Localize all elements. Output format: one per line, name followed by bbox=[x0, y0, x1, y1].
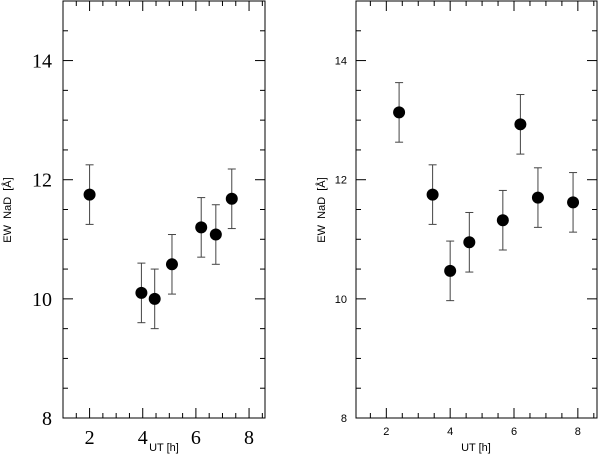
data-point bbox=[426, 188, 439, 201]
x-tick-label: 8 bbox=[244, 427, 254, 449]
x-axis-label: UT [h] bbox=[149, 442, 179, 454]
x-tick-label: 6 bbox=[511, 426, 517, 438]
data-point bbox=[496, 214, 509, 227]
data-point bbox=[135, 286, 148, 299]
x-axis-label: UT [h] bbox=[461, 442, 491, 454]
y-tick-label: 12 bbox=[32, 170, 52, 192]
x-tick-label: 4 bbox=[138, 427, 148, 449]
x-tick-label: 2 bbox=[383, 426, 389, 438]
y-tick-label: 10 bbox=[32, 289, 52, 311]
data-point bbox=[567, 196, 580, 209]
data-point bbox=[83, 188, 96, 201]
data-point bbox=[209, 228, 222, 241]
data-point bbox=[531, 191, 544, 204]
y-tick-label: 10 bbox=[335, 294, 347, 306]
y-tick-label: 8 bbox=[42, 408, 52, 430]
data-point bbox=[195, 221, 208, 234]
data-point bbox=[463, 236, 476, 249]
data-point bbox=[514, 118, 527, 131]
y-tick-label: 14 bbox=[32, 51, 52, 73]
data-point bbox=[148, 292, 161, 305]
y-tick-label: 8 bbox=[341, 413, 347, 425]
x-tick-label: 8 bbox=[575, 426, 581, 438]
plot-frame bbox=[355, 0, 598, 419]
y-tick-label: 12 bbox=[335, 175, 347, 187]
right-panel: 2 4 6 8 8 10 12 14 UT [h] EW NaD [Å] bbox=[315, 0, 598, 454]
data-point bbox=[444, 264, 457, 277]
data-point bbox=[165, 258, 178, 271]
data-point bbox=[393, 106, 406, 119]
x-tick-label: 4 bbox=[447, 426, 453, 438]
x-tick-label: 6 bbox=[191, 427, 201, 449]
y-axis-label: EW NaD [Å] bbox=[1, 177, 14, 242]
y-tick-label: 14 bbox=[335, 56, 347, 68]
data-point bbox=[225, 192, 238, 205]
left-panel: 2 4 6 8 8 10 12 14 UT [h] EW NaD [Å] bbox=[1, 0, 266, 454]
plot-frame bbox=[62, 0, 266, 419]
x-tick-label: 2 bbox=[85, 427, 95, 449]
y-axis-label: EW NaD [Å] bbox=[315, 177, 328, 242]
